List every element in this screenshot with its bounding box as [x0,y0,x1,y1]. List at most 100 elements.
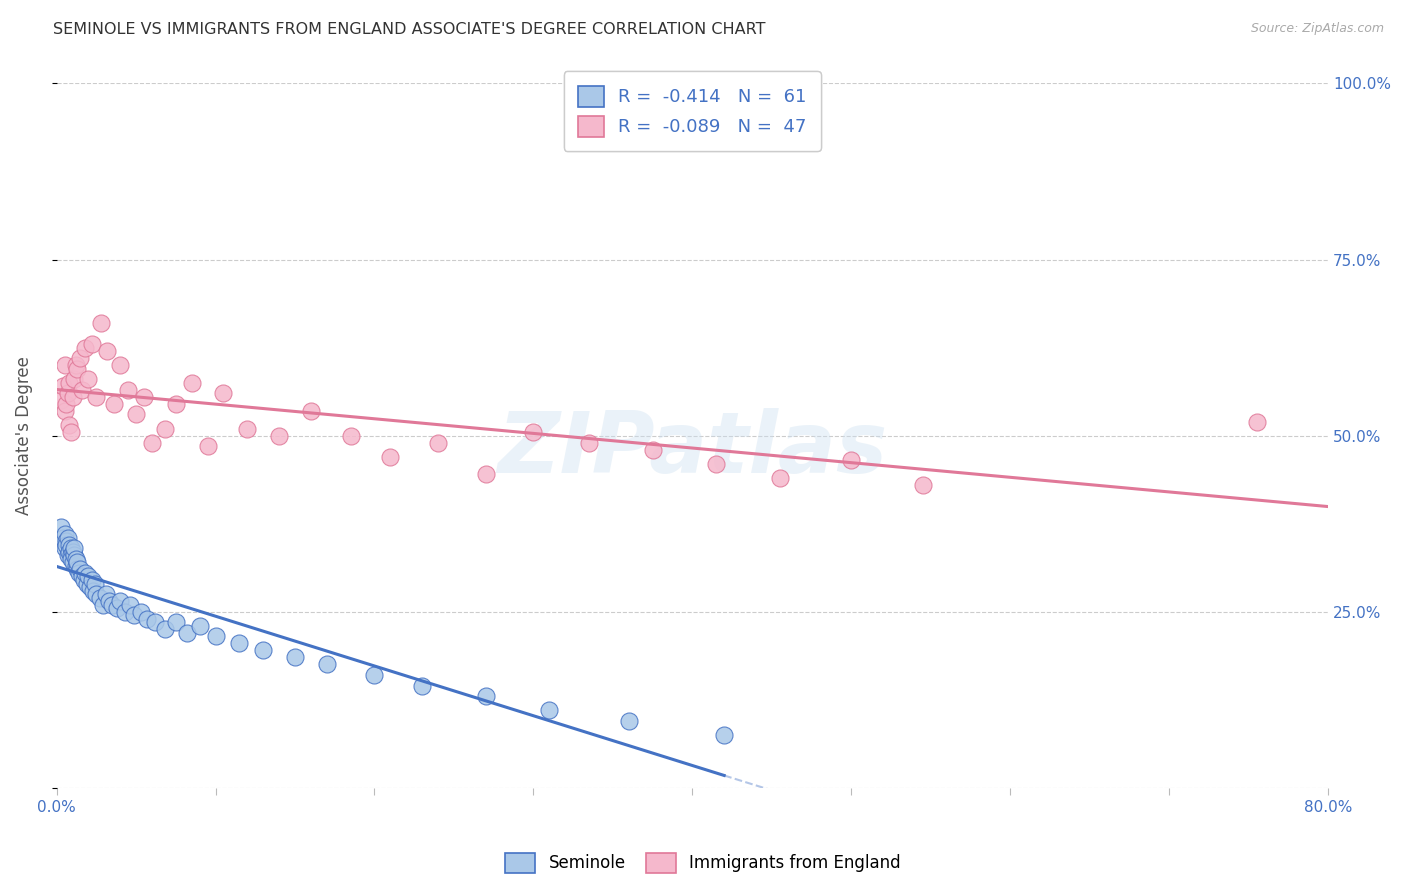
Point [83,576,105,591]
Point [69,351,91,365]
Point [82,583,104,598]
Point [153,421,176,435]
Point [713,728,735,742]
Point [284,650,307,665]
Point [136,612,159,626]
Point [55,538,77,552]
Point [132,390,155,404]
Text: SEMINOLE VS IMMIGRANTS FROM ENGLAND ASSOCIATE'S DEGREE CORRELATION CHART: SEMINOLE VS IMMIGRANTS FROM ENGLAND ASSO… [53,22,766,37]
Point [59,541,82,556]
Point [180,376,202,390]
Point [617,714,640,728]
Text: Source: ZipAtlas.com: Source: ZipAtlas.com [1250,22,1384,36]
Point [76,576,98,591]
Point [103,397,125,411]
Point [380,450,402,464]
Point [56,386,79,401]
Point [79,580,101,594]
Point [101,598,124,612]
Point [153,622,176,636]
Point [129,605,152,619]
Point [105,601,128,615]
Point [704,457,727,471]
Point [51,393,73,408]
Point [86,587,108,601]
Point [212,386,235,401]
Point [62,545,84,559]
Point [51,520,73,534]
Point [125,408,148,422]
Point [98,594,121,608]
Point [118,598,141,612]
Point [578,435,600,450]
Point [67,566,90,580]
Point [117,383,139,397]
Point [77,569,100,583]
Point [538,703,561,717]
Point [641,442,664,457]
Point [65,558,87,573]
Point [427,435,450,450]
Point [124,608,146,623]
Point [80,573,103,587]
Point [58,538,80,552]
Point [252,643,274,657]
Point [315,657,337,672]
Point [66,562,89,576]
Point [299,404,322,418]
Point [236,421,259,435]
Point [188,619,211,633]
Point [70,569,93,583]
Point [53,527,76,541]
Point [114,605,136,619]
Point [165,615,187,630]
Point [911,478,934,492]
Point [63,549,86,563]
Point [108,594,131,608]
Point [269,428,291,442]
Point [1246,415,1268,429]
Point [474,467,496,482]
Point [769,471,792,485]
Point [86,390,108,404]
Point [474,689,496,703]
Text: ZIPatlas: ZIPatlas [498,409,887,491]
Point [65,552,87,566]
Point [53,404,76,418]
Point [204,629,226,643]
Point [197,439,219,453]
Point [56,549,79,563]
Point [176,625,198,640]
Point [72,573,94,587]
Point [59,549,82,563]
Point [66,361,89,376]
Point [69,562,91,576]
Point [62,555,84,569]
Point [165,397,187,411]
Point [59,425,82,439]
Legend: R =  -0.414   N =  61, R =  -0.089   N =  47: R = -0.414 N = 61, R = -0.089 N = 47 [564,71,821,151]
Legend: Seminole, Immigrants from England: Seminole, Immigrants from England [499,847,907,880]
Point [839,453,862,467]
Point [75,341,97,355]
Y-axis label: Associate's Degree: Associate's Degree [15,356,32,515]
Point [91,598,114,612]
Point [75,566,97,580]
Point [66,555,89,569]
Point [53,358,76,372]
Point [65,358,87,372]
Point [53,541,76,556]
Point [96,344,118,359]
Point [94,587,117,601]
Point [143,615,166,630]
Point [52,379,75,393]
Point [63,372,86,386]
Point [70,383,93,397]
Point [59,552,82,566]
Point [89,591,111,605]
Point [77,372,100,386]
Point [90,316,112,330]
Point [55,534,77,549]
Point [62,390,84,404]
Point [141,435,163,450]
